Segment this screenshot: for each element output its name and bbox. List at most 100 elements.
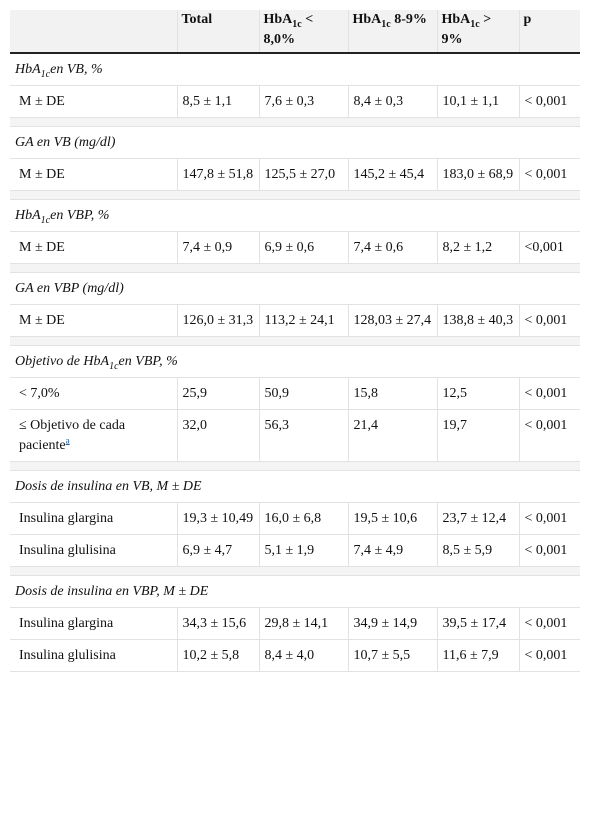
row-label: M ± DE (10, 85, 178, 118)
header-row: Total HbA1c < 8,0% HbA1c 8-9% HbA1c > 9% p (10, 10, 580, 54)
section-row: GA en VBP (mg/dl) (10, 272, 580, 305)
spacer-cell (10, 336, 580, 346)
header-cell: p (519, 10, 580, 54)
value-cell: 23,7 ± 12,4 (437, 502, 520, 535)
spacer-row (10, 263, 580, 273)
section-title: HbA1cen VBP, % (10, 199, 580, 232)
value-cell: 19,3 ± 10,49 (177, 502, 260, 535)
text: > 9% (441, 12, 492, 47)
value-cell: 39,5 ± 17,4 (437, 607, 520, 640)
data-row: M ± DE 126,0 ± 31,3 113,2 ± 24,1 128,03 ± 2… (10, 304, 580, 337)
spacer-cell (10, 263, 580, 273)
value-cell: 7,4 ± 0,6 (348, 231, 438, 264)
section-row: Dosis de insulina en VBP, M ± DE (10, 575, 580, 608)
row-label: M ± DE (10, 158, 178, 191)
value-cell: 15,8 (348, 377, 438, 410)
value-cell: < 0,001 (519, 158, 580, 191)
value-cell: 7,6 ± 0,3 (259, 85, 349, 118)
row-label: Insulina glulisina (10, 639, 178, 672)
value-cell: 56,3 (259, 409, 349, 462)
value-cell: 6,9 ± 4,7 (177, 534, 260, 567)
value-cell: 32,0 (177, 409, 260, 462)
text: HbA (441, 12, 471, 27)
text: Total (181, 12, 213, 27)
value-cell: 8,5 ± 5,9 (437, 534, 520, 567)
results-table: Total HbA1c < 8,0% HbA1c 8-9% HbA1c > 9% p H… (10, 10, 580, 672)
footnote-link[interactable]: a (65, 435, 70, 446)
spacer-row (10, 461, 580, 471)
label-text: M ± DE (19, 167, 65, 182)
label-text: M ± DE (19, 240, 65, 255)
label-text: M ± DE (19, 94, 65, 109)
text: Dosis de insulina en VB, M ± DE (15, 479, 202, 494)
value-cell: 8,4 ± 0,3 (348, 85, 438, 118)
value-cell: < 0,001 (519, 502, 580, 535)
data-row: M ± DE 147,8 ± 51,8 125,5 ± 27,0 145,2 ± 45… (10, 158, 580, 191)
section-row: Objetivo de HbA1cen VBP, % (10, 345, 580, 378)
subscript: 1c (470, 18, 480, 30)
text: HbA (15, 208, 41, 223)
section-title: Dosis de insulina en VB, M ± DE (10, 470, 580, 503)
value-cell: 125,5 ± 27,0 (259, 158, 349, 191)
text: p (523, 12, 532, 27)
text: GA en VB (mg/dl) (15, 135, 116, 150)
header-cell: HbA1c > 9% (437, 10, 520, 54)
data-row: Insulina glargina 19,3 ± 10,49 16,0 ± 6,8 1… (10, 502, 580, 535)
data-row: Insulina glulisina 10,2 ± 5,8 8,4 ± 4,0 10,… (10, 639, 580, 672)
label-text: M ± DE (19, 313, 65, 328)
value-cell: < 0,001 (519, 304, 580, 337)
subscript: 1c (109, 360, 119, 372)
value-cell: 10,1 ± 1,1 (437, 85, 520, 118)
section-title: Dosis de insulina en VBP, M ± DE (10, 575, 580, 608)
text: HbA (15, 62, 41, 77)
section-title: GA en VBP (mg/dl) (10, 272, 580, 305)
value-cell: 8,5 ± 1,1 (177, 85, 260, 118)
row-label: Insulina glulisina (10, 534, 178, 567)
value-cell: 19,7 (437, 409, 520, 462)
spacer-row (10, 190, 580, 200)
text: HbA (263, 12, 293, 27)
value-cell: < 0,001 (519, 607, 580, 640)
value-cell: <0,001 (519, 231, 580, 264)
data-row: < 7,0% 25,9 50,9 15,8 12,5 < 0,001 (10, 377, 580, 410)
value-cell: 5,1 ± 1,9 (259, 534, 349, 567)
value-cell: 34,9 ± 14,9 (348, 607, 438, 640)
text: en VBP, % (50, 208, 110, 223)
subscript: 1c (381, 18, 391, 30)
label-text: Insulina glulisina (19, 648, 116, 663)
section-title: Objetivo de HbA1cen VBP, % (10, 345, 580, 378)
value-cell: 25,9 (177, 377, 260, 410)
label-text: Insulina glulisina (19, 543, 116, 558)
subscript: 1c (40, 68, 51, 80)
value-cell: 126,0 ± 31,3 (177, 304, 260, 337)
section-row: GA en VB (mg/dl) (10, 126, 580, 159)
spacer-cell (10, 461, 580, 471)
value-cell: 8,4 ± 4,0 (259, 639, 349, 672)
row-label: < 7,0% (10, 377, 178, 410)
value-cell: 7,4 ± 0,9 (177, 231, 260, 264)
value-cell: 11,6 ± 7,9 (437, 639, 520, 672)
value-cell: 113,2 ± 24,1 (259, 304, 349, 337)
text: Dosis de insulina en VBP, M ± DE (15, 584, 209, 599)
header-cell: HbA1c 8-9% (348, 10, 438, 54)
spacer-row (10, 566, 580, 576)
value-cell: 29,8 ± 14,1 (259, 607, 349, 640)
row-label: Insulina glargina (10, 502, 178, 535)
text: en VB, % (50, 62, 103, 77)
header-cell: HbA1c < 8,0% (259, 10, 349, 54)
text: 8-9% (390, 12, 427, 27)
table-header: Total HbA1c < 8,0% HbA1c 8-9% HbA1c > 9% p (10, 10, 580, 54)
row-label: Insulina glargina (10, 607, 178, 640)
label-text: Insulina glargina (19, 511, 114, 526)
text: HbA (352, 12, 382, 27)
value-cell: 19,5 ± 10,6 (348, 502, 438, 535)
data-row: Insulina glargina 34,3 ± 15,6 29,8 ± 14,1 3… (10, 607, 580, 640)
value-cell: 12,5 (437, 377, 520, 410)
row-label: ≤ Objetivo de cada pacientea (10, 409, 178, 462)
data-row: Insulina glulisina 6,9 ± 4,7 5,1 ± 1,9 7,4 … (10, 534, 580, 567)
value-cell: 8,2 ± 1,2 (437, 231, 520, 264)
section-row: Dosis de insulina en VB, M ± DE (10, 470, 580, 503)
spacer-row (10, 117, 580, 127)
value-cell: < 0,001 (519, 85, 580, 118)
